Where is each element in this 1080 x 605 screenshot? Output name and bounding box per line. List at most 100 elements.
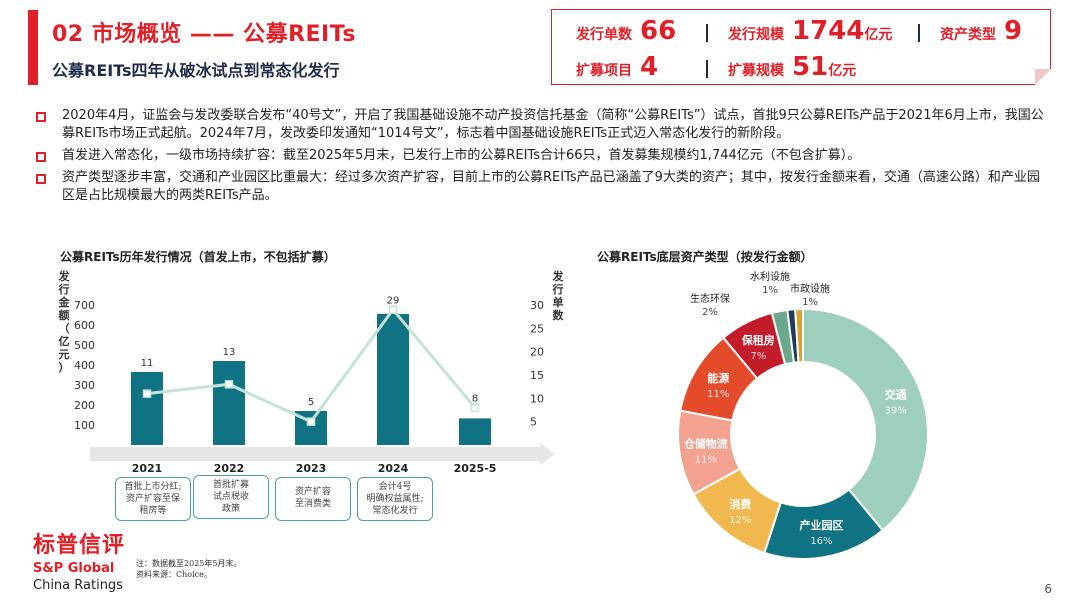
line-point bbox=[224, 380, 234, 389]
y2-axis-label-char: 发 bbox=[552, 269, 565, 283]
slice-label: 市政设施 bbox=[790, 282, 830, 295]
issuance-combo-chart: 100 200 300 400 500 600 700 5 10 15 20 25 30 发行金额（亿元）… bbox=[58, 269, 565, 475]
y2-axis-label-char: 单 bbox=[553, 295, 564, 309]
left-chart-title: 公募REITs历年发行情况（首发上市，不包括扩募） bbox=[60, 250, 336, 264]
stat-separator bbox=[706, 60, 708, 78]
stat-expansion-projects-value: 4 bbox=[640, 52, 659, 82]
stat-expansion-projects-label: 扩募项目 bbox=[576, 63, 632, 79]
y-tick-label: 100 bbox=[74, 419, 95, 432]
y-tick-label: 500 bbox=[74, 339, 95, 352]
bullet-text: 首发进入常态化，一级市场持续扩容：截至2025年5月末，已发行上市的公募REIT… bbox=[62, 148, 861, 163]
stat-asset-types: 资产类型 9 bbox=[940, 16, 1022, 46]
list-item: 2020年4月，证监会与发改委联合发布“40号文”，开启了我国基础设施不动产投资… bbox=[36, 107, 1046, 143]
stat-issue-count-value: 66 bbox=[640, 16, 677, 46]
stat-expansion-projects: 扩募项目 4 bbox=[576, 52, 658, 82]
slice-value-label: 39% bbox=[885, 406, 907, 417]
slice-value-label: 2% bbox=[702, 307, 718, 318]
folded-corner bbox=[1035, 69, 1051, 85]
slice-value-label: 11% bbox=[695, 454, 717, 465]
y-axis-label-char: （ bbox=[59, 322, 70, 335]
line-point bbox=[306, 417, 316, 426]
stat-issue-scale-label: 发行规模 bbox=[728, 27, 784, 43]
x-tick-label: 2024 bbox=[378, 462, 409, 475]
stat-issue-count-label: 发行单数 bbox=[576, 27, 632, 43]
y2-tick-label: 25 bbox=[530, 322, 544, 335]
slice-label: 能源 bbox=[707, 371, 729, 385]
slice-label: 仓储物流 bbox=[683, 436, 728, 450]
y2-axis-label-char: 行 bbox=[552, 282, 564, 296]
stat-issue-scale-value: 1744 bbox=[792, 16, 865, 46]
y-axis-label-char: 亿 bbox=[59, 334, 70, 348]
slice-label: 水利设施 bbox=[750, 270, 790, 283]
y-tick-label: 200 bbox=[74, 399, 95, 412]
footnote-line: 注：数据截至2025年5月末。 bbox=[136, 559, 242, 568]
line-point bbox=[470, 403, 480, 412]
slice-value-label: 12% bbox=[729, 515, 751, 526]
slice-value-label: 7% bbox=[750, 351, 766, 362]
stat-expansion-scale-value: 51 bbox=[792, 52, 829, 82]
slice-label: 消费 bbox=[729, 497, 751, 511]
y-axis-label-char: ） bbox=[59, 361, 70, 374]
x-tick-label: 2021 bbox=[132, 462, 163, 475]
footnote: 注：数据截至2025年5月末。 资料来源：Choice。 bbox=[136, 558, 241, 580]
list-item: 首发进入常态化，一级市场持续扩容：截至2025年5月末，已发行上市的公募REIT… bbox=[36, 147, 1046, 165]
pie-slice bbox=[794, 307, 804, 364]
stats-panel: 发行单数 66 发行规模 1744亿元 资产类型 9 扩募项目 4 扩募规模 51亿元 bbox=[551, 9, 1051, 85]
brand-logo-en: S&P Global bbox=[33, 561, 115, 576]
brand-logo-cn: 标普信评 bbox=[33, 533, 126, 558]
y-axis-label-char: 行 bbox=[58, 282, 70, 296]
stat-expansion-scale: 扩募规模 51亿元 bbox=[728, 52, 856, 82]
data-label: 8 bbox=[472, 394, 478, 405]
page-number: 6 bbox=[1044, 582, 1052, 596]
y-axis-label-char: 金 bbox=[58, 295, 71, 309]
bar bbox=[131, 372, 163, 445]
note-line: 首批上市分红; bbox=[124, 482, 182, 492]
bullet-square-icon bbox=[36, 152, 46, 162]
x-tick-label: 2025-5 bbox=[454, 462, 497, 475]
page-title: 02 市场概览 —— 公募REITs bbox=[52, 22, 356, 47]
slice-label: 交通 bbox=[885, 388, 907, 402]
note-line: 政策 bbox=[221, 504, 240, 514]
bar bbox=[459, 418, 491, 445]
stat-asset-types-label: 资产类型 bbox=[940, 27, 996, 43]
line-point bbox=[388, 305, 398, 314]
y2-tick-label: 10 bbox=[530, 392, 544, 405]
y-axis-label-char: 发 bbox=[58, 269, 71, 283]
note-line: 首批扩募 bbox=[212, 480, 249, 490]
slice-value-label: 1% bbox=[762, 285, 778, 296]
line-point bbox=[142, 389, 152, 398]
note-line: 常态化发行 bbox=[372, 506, 418, 516]
x-axis-arrow bbox=[90, 443, 555, 465]
stat-separator bbox=[918, 24, 920, 42]
footnote-line: 资料来源：Choice。 bbox=[136, 570, 212, 579]
pie-slice bbox=[802, 307, 929, 532]
y2-tick-label: 20 bbox=[530, 346, 544, 359]
note-line: 明确权益属性; bbox=[366, 494, 424, 504]
bar bbox=[377, 314, 409, 445]
header-accent-bar bbox=[28, 10, 38, 85]
page-subtitle: 公募REITs四年从破冰试点到常态化发行 bbox=[52, 61, 340, 80]
brand-logo-sub: China Ratings bbox=[33, 578, 123, 593]
y-axis-label-char: 元 bbox=[59, 348, 70, 361]
note-line: 租房等 bbox=[139, 506, 167, 516]
bullet-text: 2020年4月，证监会与发改委联合发布“40号文”，开启了我国基础设施不动产投资… bbox=[62, 108, 1044, 141]
milestone-note-2024: 会计4号明确权益属性; 常态化发行 bbox=[357, 477, 433, 521]
stat-separator bbox=[706, 24, 708, 42]
y-tick-label: 600 bbox=[74, 319, 95, 332]
stat-asset-types-value: 9 bbox=[1004, 16, 1023, 46]
slice-value-label: 11% bbox=[707, 389, 729, 400]
data-label: 13 bbox=[223, 347, 236, 358]
slice-value-label: 1% bbox=[802, 297, 818, 308]
y2-tick-label: 15 bbox=[530, 369, 544, 382]
note-line: 试点税收 bbox=[212, 492, 249, 502]
stat-expansion-scale-label: 扩募规模 bbox=[728, 63, 784, 79]
note-line: 至消费类 bbox=[294, 499, 331, 509]
data-label: 11 bbox=[141, 358, 154, 369]
stat-issue-count: 发行单数 66 bbox=[576, 16, 676, 46]
data-label: 5 bbox=[308, 397, 314, 408]
asset-type-donut-chart: 交通 39% 产业园区 16% 消费 12% 仓储物流 11% 能源 11% 保租房 7% 生态环保 2%… bbox=[677, 270, 929, 560]
milestone-note-2022: 首批扩募试点税收政策 bbox=[193, 475, 269, 519]
slice-label: 产业园区 bbox=[799, 518, 843, 532]
slice-label: 生态环保 bbox=[690, 292, 730, 305]
note-line: 会计4号 bbox=[378, 482, 412, 492]
